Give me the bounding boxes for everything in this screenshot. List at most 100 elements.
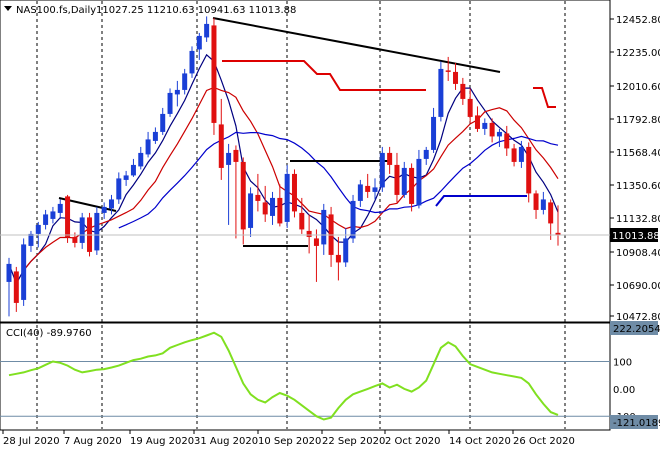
candle-body bbox=[152, 131, 158, 141]
candle-body bbox=[379, 152, 385, 188]
date-tick-label: 19 Aug 2020 bbox=[130, 436, 194, 447]
candle-body bbox=[277, 197, 283, 224]
cci-boundary-box bbox=[610, 415, 658, 429]
current-price-label: 11013.88 bbox=[612, 231, 660, 242]
candle-body bbox=[233, 149, 239, 162]
candlestick-series bbox=[6, 16, 561, 317]
candle-body bbox=[313, 238, 319, 246]
trendline-upper[interactable] bbox=[212, 17, 501, 73]
cci-level-lines bbox=[0, 360, 610, 417]
cci-series bbox=[8, 331, 559, 421]
candle-body bbox=[57, 203, 63, 213]
candle-body bbox=[387, 152, 393, 165]
candle-body bbox=[270, 197, 276, 216]
candle-body bbox=[321, 209, 327, 245]
candle-body bbox=[130, 164, 136, 176]
candle-body bbox=[343, 238, 349, 263]
price-tick-label: 10690.00 bbox=[616, 281, 660, 292]
candle-body bbox=[496, 131, 502, 137]
candle-body bbox=[262, 202, 268, 215]
candle-body bbox=[72, 236, 78, 243]
blue-level[interactable] bbox=[435, 195, 527, 207]
candle-body bbox=[474, 115, 480, 129]
candle-body bbox=[240, 161, 246, 230]
candle-body bbox=[467, 98, 473, 117]
price-tick-label: 12010.60 bbox=[616, 82, 660, 93]
moving-averages bbox=[8, 53, 559, 285]
candle-body bbox=[460, 83, 466, 99]
red-level-right[interactable] bbox=[533, 87, 556, 108]
candle-body bbox=[35, 224, 41, 234]
candle-body bbox=[401, 167, 407, 195]
candle-body bbox=[65, 196, 71, 237]
candle-body bbox=[204, 23, 210, 38]
dropdown-arrow-icon[interactable] bbox=[4, 6, 12, 11]
candle-body bbox=[108, 199, 114, 209]
candle-body bbox=[504, 133, 510, 149]
price-tick-label: 12452.80 bbox=[616, 15, 660, 26]
candle-body bbox=[174, 89, 180, 95]
candle-body bbox=[423, 149, 429, 159]
price-tick-label: 11568.40 bbox=[616, 148, 660, 159]
candle-body bbox=[123, 175, 129, 180]
candle-body bbox=[306, 230, 312, 237]
date-tick-label: 7 Aug 2020 bbox=[64, 436, 122, 447]
candle-body bbox=[409, 167, 415, 204]
candle-body bbox=[555, 232, 561, 235]
candle-body bbox=[350, 200, 356, 239]
candle-body bbox=[21, 244, 27, 300]
date-axis: 28 Jul 2020 7 Aug 2020 19 Aug 2020 31 Aug 2… bbox=[2, 430, 575, 447]
ma-mid-line bbox=[23, 86, 559, 271]
price-axis: 12452.80 12235.00 12010.60 11792.80 11568.40… bbox=[610, 15, 660, 323]
candle-body bbox=[160, 113, 166, 132]
ma-fast-line bbox=[8, 53, 559, 285]
date-tick-label: 31 Aug 2020 bbox=[194, 436, 258, 447]
price-tick-label: 12235.00 bbox=[616, 48, 660, 59]
symbol-label: NAS100.fs,Daily bbox=[16, 5, 96, 16]
candle-body bbox=[548, 202, 554, 224]
candle-body bbox=[518, 146, 524, 162]
candle-body bbox=[526, 146, 532, 194]
candle-body bbox=[365, 185, 371, 192]
candle-body bbox=[50, 211, 56, 219]
candle-body bbox=[489, 122, 495, 137]
ma-slow-line bbox=[118, 131, 559, 229]
cci-line bbox=[8, 331, 559, 421]
candle-body bbox=[431, 116, 437, 150]
candle-body bbox=[116, 178, 122, 200]
candle-body bbox=[357, 184, 363, 201]
cci-tick-label: -121.0189 bbox=[613, 418, 660, 429]
ohlc-values: 11027.25 11210.63 10941.63 11013.88 bbox=[96, 5, 296, 16]
candle-body bbox=[79, 217, 85, 243]
candle-body bbox=[438, 68, 444, 117]
date-tick-label: 26 Oct 2020 bbox=[513, 436, 575, 447]
cci-tick-label: 0.00 bbox=[613, 385, 635, 396]
candle-body bbox=[299, 212, 305, 230]
candle-body bbox=[28, 233, 34, 246]
candle-body bbox=[43, 214, 49, 225]
red-level-upper[interactable] bbox=[222, 60, 426, 91]
candle-body bbox=[182, 73, 188, 90]
candle-body bbox=[196, 35, 202, 50]
candle-body bbox=[394, 164, 400, 195]
candle-body bbox=[453, 71, 459, 84]
candle-body bbox=[94, 212, 100, 251]
current-price-marker: 11013.88 bbox=[0, 228, 660, 242]
cci-boundary-box bbox=[610, 321, 658, 335]
candle-body bbox=[167, 92, 173, 114]
candle-body bbox=[511, 148, 517, 162]
candle-body bbox=[226, 152, 232, 165]
candle-body bbox=[291, 173, 297, 212]
date-tick-label: 10 Sep 2020 bbox=[258, 436, 321, 447]
cci-pane[interactable] bbox=[0, 322, 611, 431]
price-tick-label: 11792.80 bbox=[616, 115, 660, 126]
price-tick-label: 10472.80 bbox=[616, 312, 660, 323]
candle-body bbox=[101, 206, 107, 213]
candle-body bbox=[211, 25, 217, 123]
candle-body bbox=[13, 271, 19, 303]
candle-body bbox=[445, 70, 451, 72]
candle-body bbox=[189, 50, 195, 74]
price-tick-label: 10908.40 bbox=[616, 248, 660, 259]
